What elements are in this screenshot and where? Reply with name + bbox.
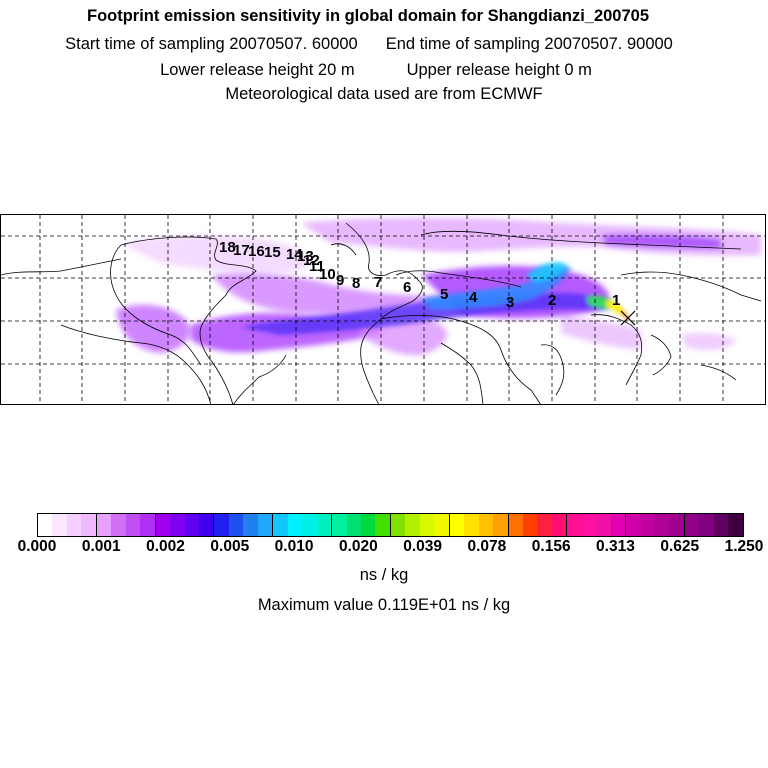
colorbar-swatch xyxy=(596,514,611,536)
day-label-18: 18 xyxy=(219,239,236,256)
colorbar-swatch xyxy=(713,514,729,536)
station-marker xyxy=(620,310,636,326)
colorbar-tick-label: 0.005 xyxy=(210,538,250,555)
colorbar-swatch xyxy=(316,514,332,536)
colorbar-swatch xyxy=(669,514,684,536)
colorbar-tick-label: 0.313 xyxy=(596,538,635,555)
day-labels: 1 2 3 4 5 6 7 8 9 10 11 12 13 14 15 16 1… xyxy=(219,239,620,311)
lat-lon-grid xyxy=(1,215,765,404)
colorbar xyxy=(37,513,744,537)
end-time-label: End time of sampling 20070507. 90000 xyxy=(385,35,673,53)
colorbar-swatch xyxy=(375,514,390,536)
colorbar-tick-label: 1.250 xyxy=(724,538,764,555)
colorbar-swatch xyxy=(448,514,465,536)
colorbar-swatch xyxy=(302,514,317,536)
colorbar-swatch xyxy=(610,514,626,536)
footprint-map: 1 2 3 4 5 6 7 8 9 10 11 12 13 14 15 16 1… xyxy=(0,214,766,405)
colorbar-swatch xyxy=(683,514,700,536)
colorbar-tick-label: 0.020 xyxy=(338,538,378,555)
day-label-3: 3 xyxy=(506,294,514,311)
colorbar-tick-label: 0.000 xyxy=(17,538,57,555)
colorbar-swatch xyxy=(346,514,361,536)
colorbar-tick-label: 0.156 xyxy=(531,538,571,555)
colorbar-unit: ns / kg xyxy=(359,566,409,584)
map-title: Footprint emission sensitivity in global… xyxy=(86,7,650,25)
day-label-2: 2 xyxy=(548,292,556,309)
colorbar-ticks: 0.000 0.001 0.002 0.005 0.010 0.020 0.039 0.078… xyxy=(0,537,768,561)
colorbar-swatch xyxy=(493,514,508,536)
colorbar-swatch xyxy=(434,514,449,536)
colorbar-swatch xyxy=(154,514,171,536)
colorbar-swatch xyxy=(184,514,199,536)
colorbar-swatch xyxy=(551,514,567,536)
day-label-15: 15 xyxy=(264,244,281,261)
colorbar-swatch xyxy=(170,514,185,536)
maximum-value-label: Maximum value 0.119E+01 ns / kg xyxy=(257,596,511,614)
colorbar-tick-label: 0.078 xyxy=(467,538,507,555)
colorbar-swatch xyxy=(728,514,743,536)
day-label-1: 1 xyxy=(612,292,620,309)
day-label-6: 6 xyxy=(403,279,411,296)
colorbar-swatch xyxy=(66,514,82,536)
colorbar-swatch xyxy=(198,514,214,536)
day-label-14: 14 xyxy=(286,246,303,263)
day-label-9: 9 xyxy=(336,272,344,289)
day-label-16: 16 xyxy=(248,243,265,260)
day-label-13: 13 xyxy=(297,248,314,265)
colorbar-swatch xyxy=(405,514,420,536)
day-label-11: 11 xyxy=(309,258,325,275)
day-label-5: 5 xyxy=(440,286,448,303)
colorbar-swatch xyxy=(655,514,670,536)
colorbar-swatch xyxy=(537,514,552,536)
colorbar-swatch xyxy=(95,514,112,536)
colorbar-tick-label: 0.010 xyxy=(274,538,314,555)
day-label-8: 8 xyxy=(352,275,360,292)
colorbar-swatch xyxy=(213,514,229,536)
day-label-12: 12 xyxy=(303,252,320,269)
lower-height-label: Lower release height 20 m xyxy=(160,61,355,79)
colorbar-swatch xyxy=(111,514,126,536)
colorbar-tick-label: 0.001 xyxy=(81,538,121,555)
met-data-label: Meteorological data used are from ECMWF xyxy=(225,85,543,103)
colorbar-swatch xyxy=(140,514,155,536)
sampling-time-line: Start time of sampling 20070507. 60000 En… xyxy=(0,35,753,54)
colorbar-swatch xyxy=(243,514,258,536)
upper-height-label: Upper release height 0 m xyxy=(406,61,592,79)
release-height-line: Lower release height 20 m Upper release h… xyxy=(0,61,760,80)
colorbar-swatch xyxy=(52,514,67,536)
colorbar-swatch xyxy=(581,514,597,536)
colorbar-swatch xyxy=(360,514,376,536)
coastlines xyxy=(1,222,762,404)
colorbar-swatch xyxy=(38,514,53,536)
colorbar-swatch xyxy=(699,514,714,536)
colorbar-swatch xyxy=(464,514,479,536)
day-label-10: 10 xyxy=(319,266,336,283)
colorbar-swatch xyxy=(640,514,656,536)
colorbar-swatch xyxy=(125,514,141,536)
colorbar-swatch xyxy=(331,514,347,536)
colorbar-swatch xyxy=(257,514,273,536)
colorbar-swatch xyxy=(625,514,641,536)
colorbar-tick-label: 0.002 xyxy=(146,538,185,555)
colorbar-swatch xyxy=(272,514,288,536)
colorbar-swatch xyxy=(507,514,523,536)
colorbar-swatch xyxy=(478,514,494,536)
colorbar-swatch xyxy=(287,514,303,536)
colorbar-swatch xyxy=(389,514,406,536)
colorbar-swatch xyxy=(419,514,435,536)
colorbar-tick-label: 0.039 xyxy=(403,538,443,555)
day-label-7: 7 xyxy=(374,274,382,291)
map-canvas: 1 2 3 4 5 6 7 8 9 10 11 12 13 14 15 16 1… xyxy=(1,215,765,404)
start-time-label: Start time of sampling 20070507. 60000 xyxy=(65,35,358,53)
colorbar-swatch xyxy=(566,514,582,536)
colorbar-swatch xyxy=(522,514,538,536)
colorbar-tick-label: 0.625 xyxy=(660,538,700,555)
day-label-17: 17 xyxy=(233,242,250,259)
colorbar-swatch xyxy=(228,514,244,536)
day-label-4: 4 xyxy=(469,289,478,306)
colorbar-swatch xyxy=(81,514,96,536)
